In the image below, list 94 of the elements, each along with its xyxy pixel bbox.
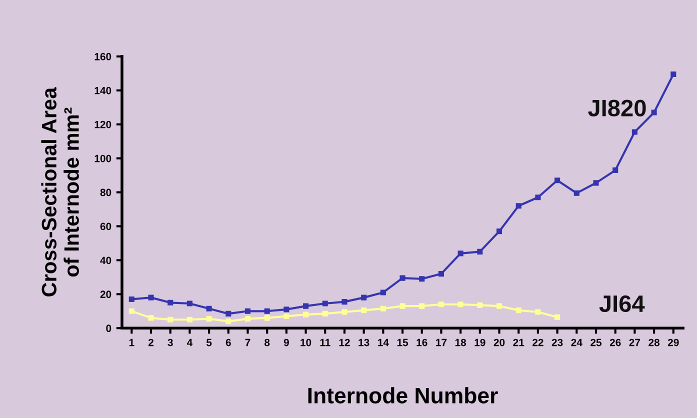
point [244,308,251,314]
point [438,302,444,308]
point [477,248,483,254]
x-tick-label: 24 [571,338,582,346]
point [380,306,386,312]
point [342,299,348,305]
point [168,300,174,306]
point [322,310,328,316]
x-tick-label: 13 [358,338,370,346]
x-tick-label: 23 [552,338,563,346]
y-tick-label: 0 [106,324,112,332]
point [226,310,232,316]
x-tick-label: 16 [416,338,428,346]
point [206,316,212,322]
x-tick-label: 22 [532,338,544,346]
point [128,296,134,302]
point [458,302,464,308]
point [554,178,560,184]
x-tick-label: 3 [168,338,173,346]
point [361,308,367,314]
point [670,71,676,78]
x-tick-label: 19 [474,338,486,346]
point [206,306,212,312]
x-axis-title: Internode Number [308,387,498,404]
x-tick-label: 18 [455,338,466,346]
y-tick-label: 60 [100,222,112,230]
point [264,315,270,321]
y-tick-label: 160 [94,52,112,60]
point [148,315,154,321]
point [632,129,638,135]
x-tick-label: 8 [264,338,270,346]
point [419,303,425,309]
point [284,306,290,312]
point [284,313,290,320]
point [612,167,618,173]
point [264,308,270,314]
x-tick-label: 17 [436,338,447,346]
point [477,302,483,308]
point [128,308,134,314]
x-tick-label: 9 [284,338,289,346]
x-tick-label: 29 [668,338,679,346]
x-tick-label: 6 [226,338,231,346]
x-tick-label: 11 [320,338,330,346]
x-tick-label: 21 [513,338,524,346]
y-tick-label: 120 [94,120,112,128]
point [186,316,192,322]
y-tick-label: 140 [94,86,112,94]
point [244,316,251,322]
point [535,309,541,315]
x-tick-label: 5 [206,338,212,346]
x-tick-label: 12 [339,338,350,346]
x-tick-label: 26 [610,338,621,346]
series-label: JI64 [599,295,645,312]
x-tick-label: 14 [378,338,389,346]
point [516,203,522,209]
point [342,309,348,315]
point [651,110,657,116]
point [226,318,232,324]
point [554,314,560,320]
y-tick-label: 20 [100,290,112,298]
x-tick-label: 10 [300,338,312,346]
y-tick-label: 40 [100,256,112,264]
point [361,294,367,300]
point [496,303,502,309]
point [148,294,154,300]
point [303,312,309,318]
point [186,300,192,306]
x-tick-label: 27 [629,338,640,346]
point [458,250,464,256]
x-tick-label: 20 [494,338,505,346]
point [438,271,444,277]
y-tick-label: 80 [100,188,112,196]
point [303,303,309,309]
x-tick-label: 7 [245,338,250,346]
point [535,194,541,200]
x-tick-label: 4 [186,338,193,346]
point [322,300,328,306]
point [496,228,502,234]
point [400,303,406,309]
y-axis-title: Cross-Sectional Area of Internode mm² [41,87,79,296]
x-tick-label: 25 [590,338,602,346]
x-tick-label: 15 [397,338,408,346]
point [516,308,522,314]
point [593,180,599,186]
point [419,276,425,282]
series-label: JI820 [588,100,646,116]
point [400,275,406,281]
x-tick-label: 1 [129,338,134,346]
point [574,190,580,196]
point [380,290,386,296]
x-tick-label: 2 [148,338,154,346]
y-tick-label: 100 [94,154,112,162]
x-tick-label: 28 [648,338,660,346]
point [168,316,174,322]
